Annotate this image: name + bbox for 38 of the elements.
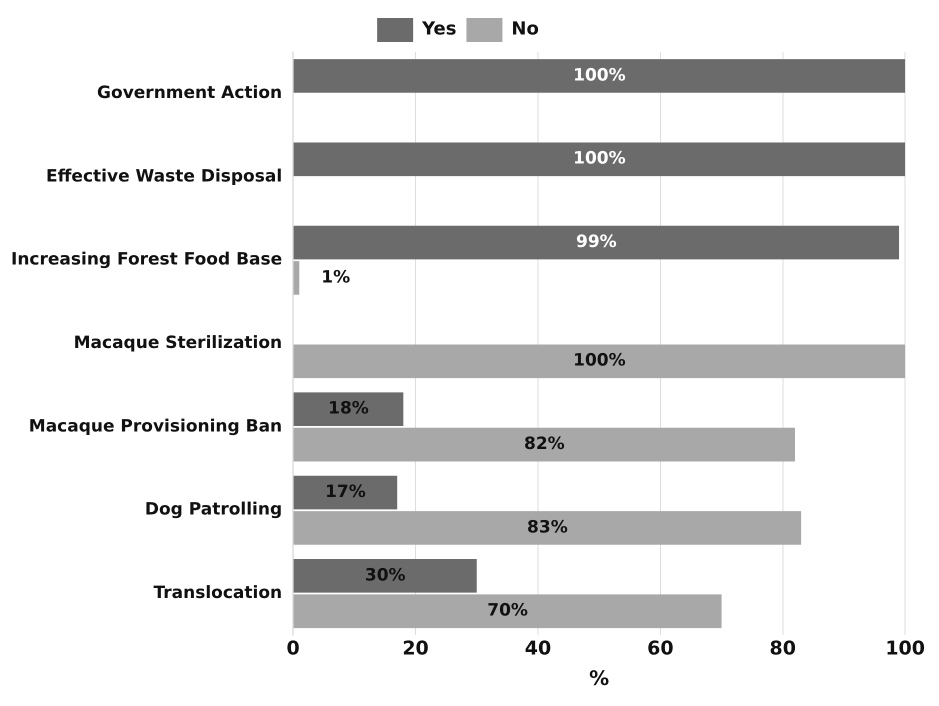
bar [294,344,906,378]
legend-label: Yes [421,18,456,40]
x-tick-label: 20 [402,638,429,660]
bar [294,559,477,593]
x-tick-label: 0 [286,638,300,660]
bar [294,594,722,628]
y-tick-label: Government Action [97,83,282,104]
data-label: 30% [364,565,406,586]
data-label: 70% [487,600,528,621]
x-tick-label: 100 [885,638,926,660]
x-tick-label: 40 [524,638,552,660]
y-tick-label: Effective Waste Disposal [46,166,282,186]
bar [294,226,900,260]
bar [294,59,906,93]
x-tick-label: 60 [647,638,674,660]
data-label: 100% [573,350,626,371]
data-label: 83% [527,517,568,538]
data-label: 99% [576,232,617,252]
bar [294,428,796,462]
bar [294,392,404,426]
data-label: 100% [573,148,626,169]
y-tick-label: Macaque Sterilization [74,333,282,354]
bar [294,142,906,176]
data-label: 82% [524,434,565,454]
x-axis-title: % [589,666,610,690]
bar [294,511,802,545]
legend-label: No [511,18,539,40]
x-tick-label: 80 [770,638,796,660]
data-label: 100% [573,65,626,86]
y-tick-label: Macaque Provisioning Ban [28,416,282,436]
bar [294,476,398,510]
y-tick-label: Translocation [154,582,282,603]
y-tick-label: Dog Patrolling [144,500,282,520]
data-label: 1% [321,267,350,288]
data-label: 17% [325,482,366,502]
data-label: 18% [328,398,369,419]
bar [294,261,300,295]
y-tick-label: Increasing Forest Food Base [10,250,282,270]
